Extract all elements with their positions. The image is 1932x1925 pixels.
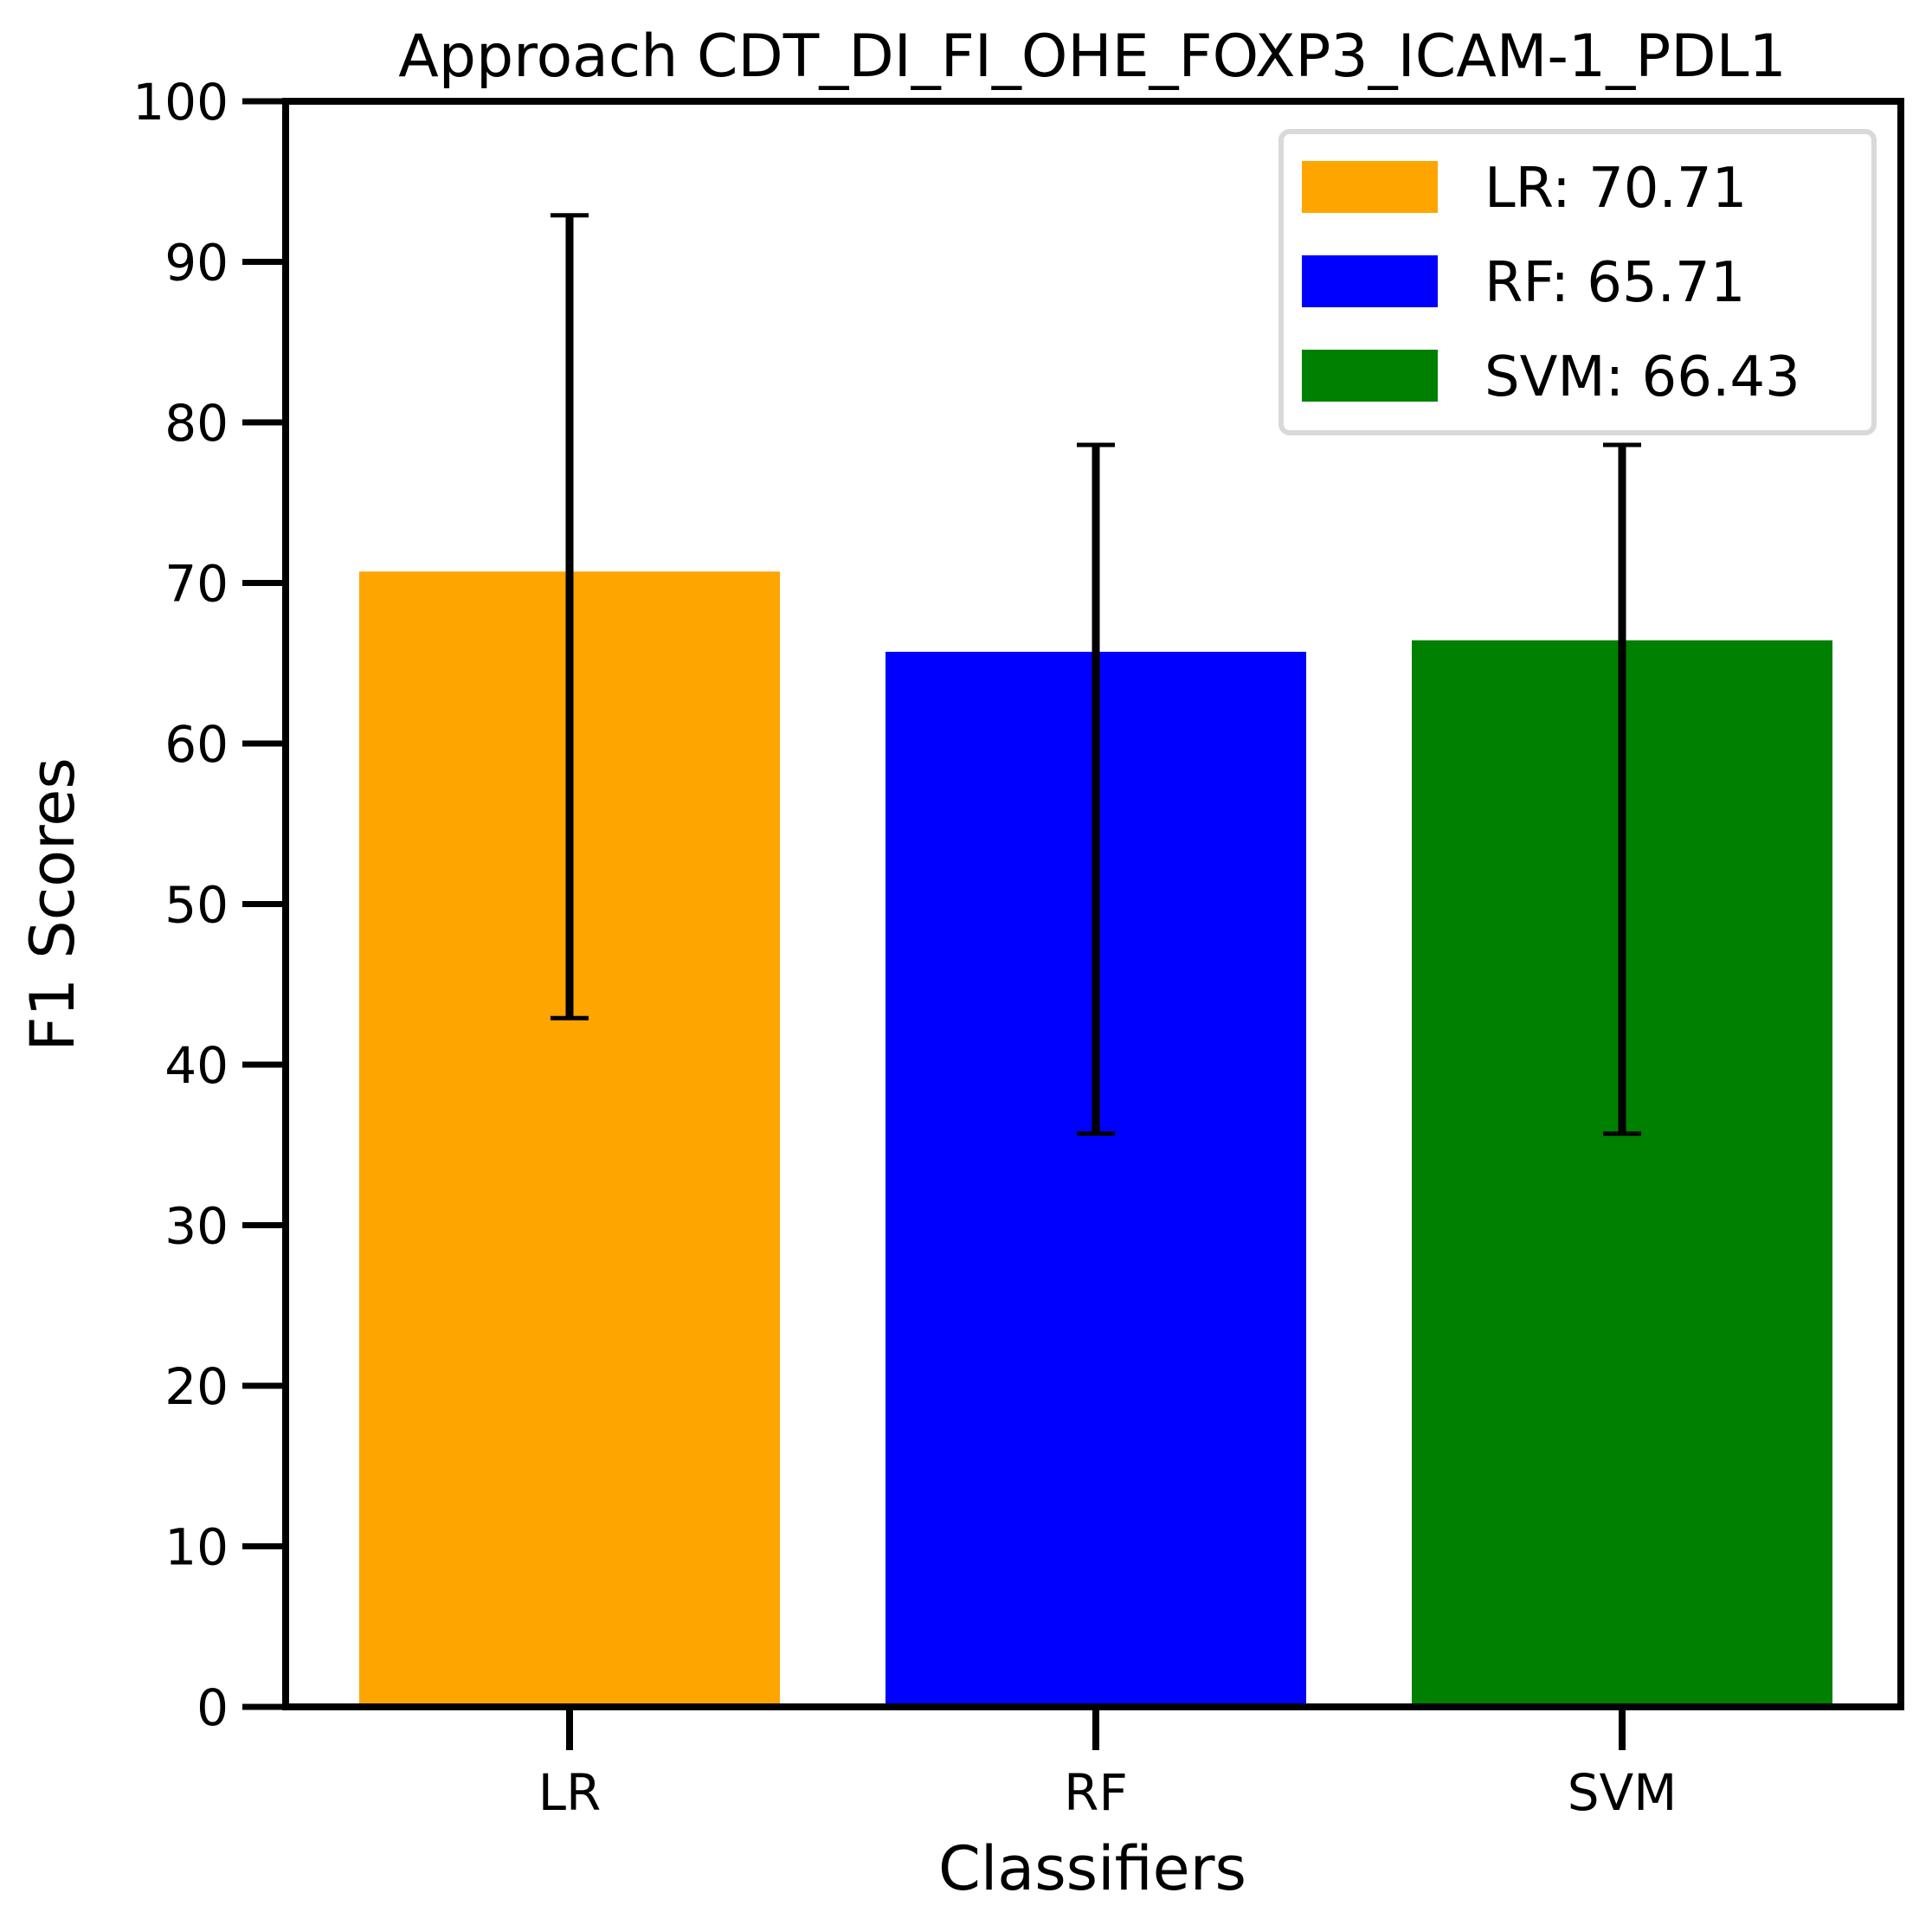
legend-label-svm: SVM: 66.43 xyxy=(1484,345,1800,409)
legend-swatch-rf xyxy=(1302,255,1438,307)
y-tick-label-70: 70 xyxy=(164,555,229,614)
x-tick-label-lr: LR xyxy=(538,1763,602,1822)
x-tick-label-rf: RF xyxy=(1064,1763,1128,1822)
legend-label-lr: LR: 70.71 xyxy=(1484,157,1747,221)
y-axis-label: F1 Scores xyxy=(17,757,88,1052)
legend-swatch-lr xyxy=(1302,161,1438,213)
y-tick-label-50: 50 xyxy=(164,876,229,935)
y-tick-label-30: 30 xyxy=(164,1197,229,1256)
x-axis: LR RF SVM xyxy=(538,1707,1678,1822)
y-tick-label-40: 40 xyxy=(164,1036,229,1095)
y-tick-label-90: 90 xyxy=(164,234,229,293)
legend-label-rf: RF: 65.71 xyxy=(1484,251,1745,315)
y-tick-label-60: 60 xyxy=(164,715,229,774)
y-tick-label-20: 20 xyxy=(164,1357,229,1416)
error-bars-group xyxy=(551,213,1641,1136)
x-tick-label-svm: SVM xyxy=(1568,1763,1678,1822)
y-axis: 0 10 20 30 40 50 60 70 80 90 100 xyxy=(132,73,286,1737)
legend-swatch-svm xyxy=(1302,350,1438,402)
y-tick-label-10: 10 xyxy=(164,1518,229,1577)
y-tick-label-80: 80 xyxy=(164,394,229,453)
x-axis-label: Classifiers xyxy=(938,1833,1246,1904)
y-tick-label-100: 100 xyxy=(132,73,229,132)
chart-title: Approach CDT_DI_FI_OHE_FOXP3_ICAM-1_PDL1 xyxy=(398,23,1786,91)
legend: LR: 70.71 RF: 65.71 SVM: 66.43 xyxy=(1278,129,1877,435)
y-tick-label-0: 0 xyxy=(196,1678,229,1737)
